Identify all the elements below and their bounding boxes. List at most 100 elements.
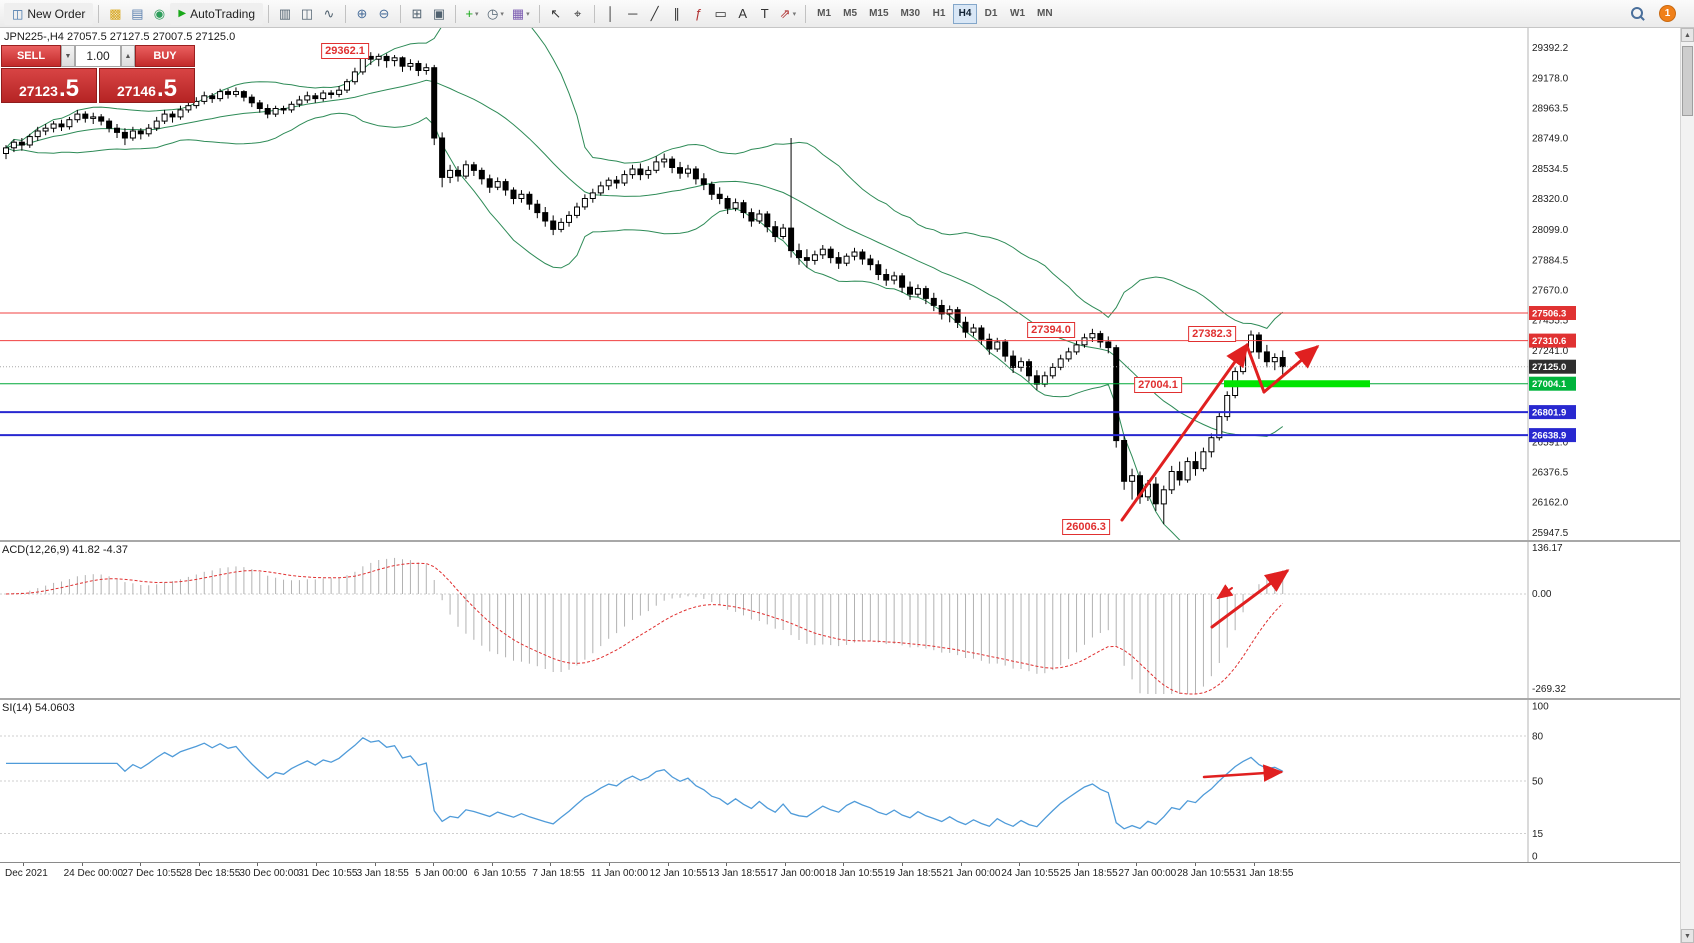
template-icon[interactable]: ▦ ▾ xyxy=(511,5,530,21)
time-axis-label: 17 Jan 00:00 xyxy=(766,868,825,879)
vertical-scrollbar[interactable]: ▲ ▼ xyxy=(1680,28,1694,943)
time-axis-label: 3 Jan 18:55 xyxy=(356,868,409,879)
new-order-button[interactable]: ◫ New Order xyxy=(4,2,94,25)
search-icon xyxy=(1631,6,1645,21)
line-chart-icon[interactable]: ∿ xyxy=(323,5,335,21)
fibonacci-icon[interactable]: ƒ xyxy=(695,6,703,21)
timeframe-H1[interactable]: H1 xyxy=(932,8,946,19)
svg-text:28749.0: 28749.0 xyxy=(1532,134,1569,145)
period-icon[interactable]: ◷ ▾ xyxy=(487,5,504,21)
buy-price-box[interactable]: 27146 .5 xyxy=(99,68,195,103)
volume-down-spinner[interactable]: ▼ xyxy=(61,45,75,67)
time-tick xyxy=(960,863,962,866)
timeframe-M30[interactable]: M30 xyxy=(900,8,920,19)
deposit-icon[interactable]: ▩ xyxy=(109,5,122,21)
notification-badge[interactable]: 1 xyxy=(1659,5,1676,22)
price-label-annotation[interactable]: 27004.1 xyxy=(1134,377,1182,393)
crosshair-icon[interactable]: ⌖ xyxy=(574,5,582,21)
bar-chart-icon[interactable]: ▥ xyxy=(278,5,292,21)
time-axis-label: 21 Jan 00:00 xyxy=(942,868,1001,879)
timeframe-M15[interactable]: M15 xyxy=(869,8,889,19)
volume-input[interactable] xyxy=(75,45,121,67)
sell-price-box[interactable]: 27123 .5 xyxy=(1,68,97,103)
world-icon[interactable]: ◉ xyxy=(153,5,166,21)
time-axis-label: 28 Jan 10:55 xyxy=(1177,868,1235,879)
svg-text:27884.5: 27884.5 xyxy=(1532,255,1569,266)
price-label-annotation[interactable]: 27382.3 xyxy=(1188,326,1236,342)
timeframe-D1[interactable]: D1 xyxy=(984,8,998,19)
timeframe-bar: M1 M5 M15 M30 H1 H4 D1 W1 MN xyxy=(811,3,1058,24)
buy-button[interactable]: BUY xyxy=(135,45,195,67)
cursor-icon[interactable]: ↖ xyxy=(550,5,562,21)
label-icon[interactable]: T xyxy=(760,6,769,21)
sell-price: 27123 xyxy=(19,82,58,99)
timeframe-H4[interactable]: H4 xyxy=(953,3,977,24)
time-tick xyxy=(726,863,728,866)
macd-arrow-annotations[interactable] xyxy=(1210,569,1290,629)
svg-text:28320.0: 28320.0 xyxy=(1532,194,1569,205)
macd-axis[interactable]: 136.17 0.00 -269.32 xyxy=(1532,543,1566,695)
time-axis-label: 19 Jan 18:55 xyxy=(884,868,942,879)
rsi-axis[interactable]: 100 80 50 15 0 xyxy=(1532,702,1549,863)
scrollbar-thumb[interactable] xyxy=(1682,46,1693,116)
timeframe-M5[interactable]: M5 xyxy=(843,8,858,19)
search-button[interactable] xyxy=(1627,3,1649,25)
time-tick xyxy=(81,863,83,866)
arrows-icon[interactable]: ⇗ ▾ xyxy=(779,5,797,21)
timeframe-M1[interactable]: M1 xyxy=(817,8,832,19)
time-tick xyxy=(902,863,903,866)
file-tools-group: ▩ ▤ ◉ xyxy=(104,3,170,25)
price-label-annotation[interactable]: 27394.0 xyxy=(1027,322,1075,338)
timeframe-MN[interactable]: MN xyxy=(1037,8,1053,19)
sell-button[interactable]: SELL xyxy=(1,45,61,67)
panel-splitter[interactable] xyxy=(0,540,1694,542)
trendline-icon[interactable]: ╱ xyxy=(650,5,659,21)
time-tick xyxy=(374,863,376,866)
horizontal-line-icon[interactable]: ─ xyxy=(628,6,638,21)
toolbar-separator xyxy=(455,4,456,23)
shapes-icon[interactable]: ▭ xyxy=(714,5,727,21)
autotrading-play-icon: ▶ xyxy=(178,8,187,19)
text-icon[interactable]: A xyxy=(738,6,747,21)
price-chart-plot-area[interactable]: 29392.2 29178.0 28963.5 28749.0 28534.5 28320… xyxy=(0,28,1694,540)
time-axis[interactable]: Dec 2021 24 Dec 00:00 27 Dec 10:55 28 Dec 1… xyxy=(0,862,1694,943)
horizontal-level-lines[interactable] xyxy=(0,312,1528,437)
rsi-arrow-annotations[interactable] xyxy=(1202,764,1284,782)
rsi-indicator-label: SI(14) 54.0603 xyxy=(2,702,75,714)
time-axis-label: 5 Jan 00:00 xyxy=(415,868,468,879)
time-tick xyxy=(491,863,493,866)
new-chart-icon[interactable]: + ▾ xyxy=(465,6,479,21)
channel-icon[interactable]: ∥ xyxy=(673,5,680,21)
scroll-down-button[interactable]: ▼ xyxy=(1681,929,1694,943)
price-label-annotation[interactable]: 26006.3 xyxy=(1062,519,1110,535)
volume-up-spinner[interactable]: ▲ xyxy=(121,45,135,67)
rsi-panel[interactable]: 100 80 50 15 0 xyxy=(0,700,1694,862)
svg-text:26376.5: 26376.5 xyxy=(1532,468,1569,479)
panel-splitter[interactable] xyxy=(0,698,1694,700)
candlestick-series xyxy=(3,51,1286,525)
cascade-windows-icon[interactable]: ▣ xyxy=(432,5,446,21)
time-axis-label: 28 Dec 18:55 xyxy=(180,868,241,879)
time-axis-label: Dec 2021 xyxy=(5,868,48,879)
zoom-out-icon[interactable]: ⊖ xyxy=(378,5,390,21)
one-click-trading-panel: SELL ▼ ▲ BUY 27123 .5 27146 .5 xyxy=(1,45,195,103)
scroll-up-button[interactable]: ▲ xyxy=(1681,28,1694,42)
svg-text:27241.0: 27241.0 xyxy=(1532,346,1569,357)
zoom-in-icon[interactable]: ⊕ xyxy=(356,5,368,21)
price-axis[interactable]: 29392.2 29178.0 28963.5 28749.0 28534.5 28320… xyxy=(1529,43,1576,539)
svg-text:136.17: 136.17 xyxy=(1532,543,1563,554)
tile-windows-icon[interactable]: ⊞ xyxy=(411,5,423,21)
svg-text:27310.6: 27310.6 xyxy=(1532,336,1566,347)
time-axis-label: 30 Dec 00:00 xyxy=(239,868,299,879)
sell-price-pips: .5 xyxy=(58,74,79,102)
svg-text:27670.0: 27670.0 xyxy=(1532,286,1569,297)
print-icon[interactable]: ▤ xyxy=(131,5,144,21)
autotrading-button[interactable]: ▶ AutoTrading xyxy=(170,2,263,25)
price-label-annotation[interactable]: 29362.1 xyxy=(321,43,369,59)
trend-arrow-annotations[interactable] xyxy=(1120,342,1320,522)
timeframe-W1[interactable]: W1 xyxy=(1010,8,1025,19)
macd-panel[interactable]: 136.17 0.00 -269.32 xyxy=(0,542,1694,698)
candlestick-chart-icon[interactable]: ◫ xyxy=(300,5,314,21)
vertical-line-icon[interactable]: │ xyxy=(606,6,615,21)
